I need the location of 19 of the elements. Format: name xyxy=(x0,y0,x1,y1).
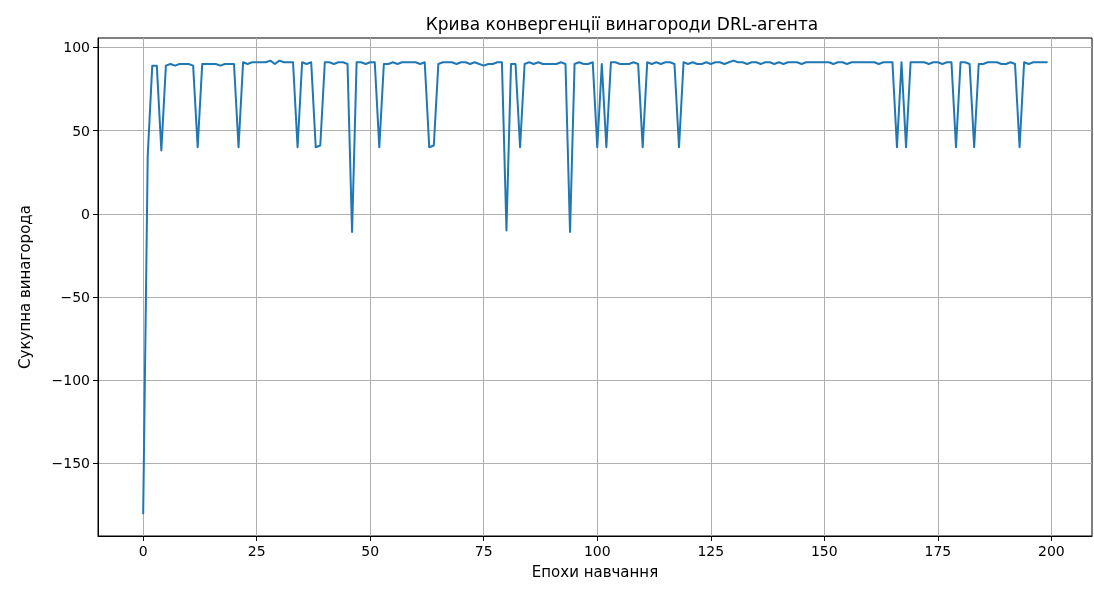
x-tick-label: 175 xyxy=(924,543,952,559)
y-axis-title: Сукупна винагорода xyxy=(15,205,34,369)
y-tick-label: −100 xyxy=(51,372,90,389)
x-tick-label: 75 xyxy=(474,543,493,559)
y-tick-label: 100 xyxy=(63,39,90,56)
y-tick-label: −150 xyxy=(51,455,90,472)
x-tick-label: 200 xyxy=(1037,543,1065,559)
x-axis-title: Епохи навчання xyxy=(531,562,659,581)
y-tick-label: 0 xyxy=(81,205,90,222)
y-tick-label: −50 xyxy=(60,288,90,305)
x-tick-label: 150 xyxy=(810,543,838,559)
x-tick-label: 100 xyxy=(583,543,611,559)
y-tick-label: 50 xyxy=(72,122,90,139)
line-series xyxy=(142,59,1048,515)
chart-title: Крива конвергенції винагороди DRL-агента xyxy=(425,13,819,34)
x-tick-label: 50 xyxy=(361,543,380,559)
x-tick-label: 25 xyxy=(247,543,266,559)
x-tick-label: 125 xyxy=(697,543,725,559)
x-tick-label: 0 xyxy=(138,543,148,559)
